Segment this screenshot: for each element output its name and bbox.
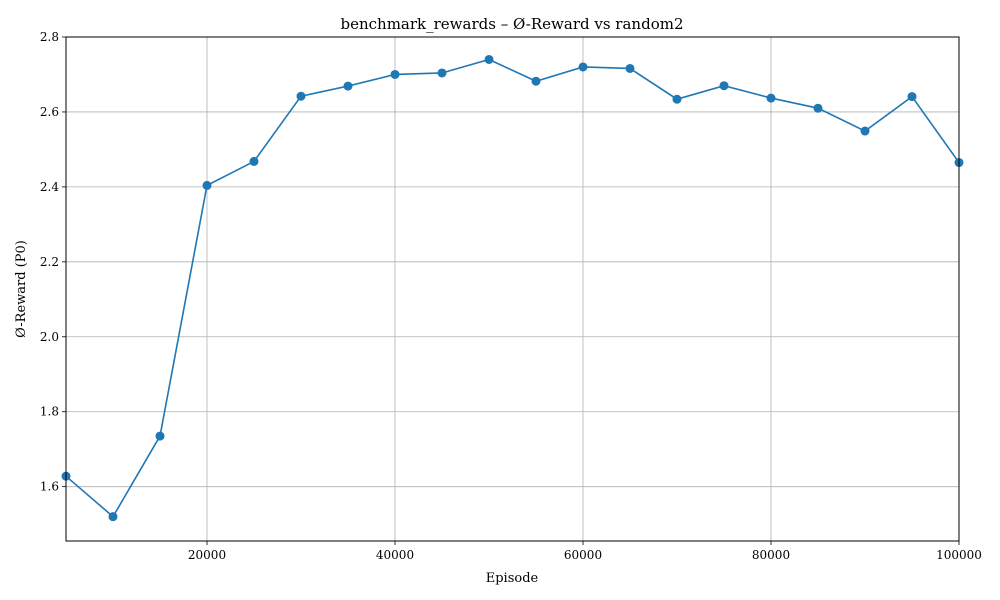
series-line bbox=[65, 58, 960, 518]
y-axis-label: Ø-Reward (P0) bbox=[14, 240, 29, 338]
grid bbox=[66, 36, 960, 541]
x-tick-label: 100000 bbox=[936, 548, 982, 562]
y-tick-label: 2.4 bbox=[40, 180, 59, 194]
data-point bbox=[719, 81, 729, 91]
data-point bbox=[672, 94, 682, 104]
data-point bbox=[484, 54, 494, 64]
data-point bbox=[766, 93, 776, 103]
x-tick-label: 60000 bbox=[564, 548, 602, 562]
x-tick-label: 40000 bbox=[376, 548, 414, 562]
data-point bbox=[108, 512, 118, 522]
data-point bbox=[907, 92, 917, 102]
x-axis: 20000 40000 60000 80000 100000 bbox=[188, 541, 982, 562]
data-point bbox=[860, 126, 870, 136]
data-point bbox=[531, 76, 541, 86]
y-tick-label: 1.8 bbox=[40, 405, 59, 419]
data-point bbox=[343, 81, 353, 91]
y-tick-label: 2.2 bbox=[40, 255, 59, 269]
y-tick-label: 2.8 bbox=[40, 30, 59, 44]
data-point bbox=[625, 63, 635, 73]
data-point bbox=[296, 91, 306, 101]
data-point bbox=[578, 62, 588, 72]
x-axis-label: Episode bbox=[486, 571, 539, 586]
plot-frame bbox=[65, 36, 960, 542]
series-area bbox=[61, 54, 964, 522]
data-point bbox=[202, 180, 212, 190]
data-point bbox=[249, 156, 259, 166]
x-tick-label: 20000 bbox=[188, 548, 226, 562]
y-tick-label: 2.0 bbox=[40, 330, 59, 344]
x-tick-label: 80000 bbox=[752, 548, 790, 562]
data-point bbox=[437, 68, 447, 78]
chart-title: benchmark_rewards – Ø-Reward vs random2 bbox=[341, 15, 684, 33]
data-point bbox=[155, 431, 165, 441]
y-axis: 1.6 1.8 2.0 2.2 2.4 2.6 2.8 bbox=[40, 30, 66, 494]
y-tick-label: 2.6 bbox=[40, 105, 59, 119]
data-point bbox=[813, 103, 823, 113]
data-point bbox=[390, 69, 400, 79]
y-tick-label: 1.6 bbox=[40, 480, 59, 494]
